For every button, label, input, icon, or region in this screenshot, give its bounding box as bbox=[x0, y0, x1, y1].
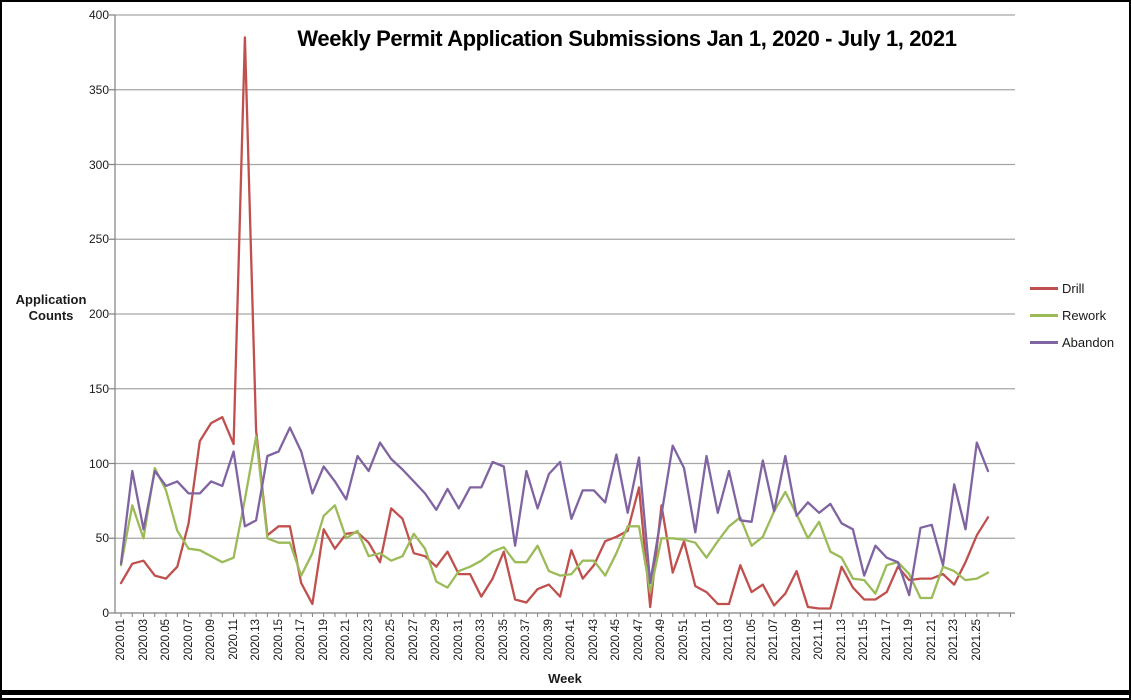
x-tick-label: 2020.35 bbox=[497, 619, 510, 661]
x-tick-label: 2020.21 bbox=[340, 619, 353, 661]
x-tick-label: 2020.03 bbox=[137, 619, 150, 661]
x-axis-title: Week bbox=[548, 671, 582, 686]
x-tick-label: 2021.09 bbox=[790, 619, 803, 661]
x-tick-label: 2020.05 bbox=[160, 619, 173, 661]
x-tick-label: 2020.41 bbox=[565, 619, 578, 661]
x-tick-label: 2020.51 bbox=[678, 619, 690, 661]
y-tick-label: 150 bbox=[88, 381, 109, 396]
legend-label: Rework bbox=[1062, 307, 1107, 323]
x-tick-label: 2021.23 bbox=[948, 619, 961, 661]
x-tick-label: 2020.33 bbox=[475, 619, 488, 661]
x-tick-label: 2020.15 bbox=[272, 619, 285, 661]
x-tick-label: 2021.03 bbox=[723, 619, 736, 661]
x-tick-label: 2020.11 bbox=[227, 619, 240, 660]
x-tick-label: 2021.17 bbox=[880, 619, 893, 661]
series-rework bbox=[119, 435, 990, 600]
y-tick-label: 400 bbox=[88, 8, 109, 22]
drill-line-swatch bbox=[1030, 286, 1058, 290]
x-tick-label: 2021.11 bbox=[813, 619, 826, 660]
y-axis-title: Application Counts bbox=[15, 292, 87, 323]
x-tick-label: 2021.01 bbox=[700, 619, 713, 661]
window-bottom-edge bbox=[2, 690, 1129, 695]
legend-item-drill: Drill bbox=[1030, 280, 1129, 296]
x-tick-label: 2020.37 bbox=[520, 619, 533, 661]
x-tick-label: 2020.19 bbox=[317, 619, 330, 661]
x-tick-label: 2020.43 bbox=[587, 619, 600, 661]
x-tick-label: 2020.29 bbox=[430, 619, 443, 661]
x-tick-label: 2020.07 bbox=[182, 619, 195, 661]
x-tick-label: 2020.45 bbox=[610, 619, 623, 661]
x-tick-label: 2021.15 bbox=[858, 619, 871, 661]
x-tick-label: 2020.25 bbox=[385, 619, 398, 661]
series-abandon bbox=[119, 426, 990, 597]
legend-label: Drill bbox=[1062, 280, 1085, 296]
x-tick-label: 2020.27 bbox=[407, 619, 420, 661]
x-tick-label: 2021.05 bbox=[745, 619, 758, 661]
legend: Drill Rework Abandon bbox=[1030, 280, 1129, 361]
x-tick-label: 2020.17 bbox=[295, 619, 308, 661]
abandon-line-swatch bbox=[1030, 340, 1058, 344]
legend-label: Abandon bbox=[1062, 334, 1115, 350]
x-tick-label: 2020.49 bbox=[655, 619, 668, 661]
legend-item-rework: Rework bbox=[1030, 307, 1129, 323]
x-tick-label: 2020.47 bbox=[632, 619, 645, 661]
y-tick-label: 100 bbox=[88, 456, 109, 471]
x-tick-label: 2020.31 bbox=[452, 619, 465, 661]
legend-item-abandon: Abandon bbox=[1030, 334, 1129, 350]
x-tick-label: 2021.25 bbox=[970, 619, 983, 661]
x-tick-label: 2020.09 bbox=[205, 619, 218, 661]
y-tick-label: 350 bbox=[88, 82, 109, 97]
rework-line-swatch bbox=[1030, 313, 1058, 317]
y-tick-label: 300 bbox=[88, 157, 109, 172]
x-tick-label: 2020.39 bbox=[542, 619, 555, 661]
y-tick-label: 0 bbox=[102, 606, 109, 620]
chart-title: Weekly Permit Application Submissions Ja… bbox=[297, 26, 957, 51]
x-tick-label: 2020.13 bbox=[250, 619, 263, 661]
x-tick-label: 2021.07 bbox=[768, 619, 781, 661]
y-tick-label: 200 bbox=[88, 307, 109, 321]
x-tick-label: 2021.13 bbox=[835, 619, 848, 661]
x-tick-label: 2021.21 bbox=[925, 619, 938, 661]
x-tick-label: 2021.19 bbox=[903, 619, 916, 661]
y-tick-label: 250 bbox=[88, 232, 109, 247]
x-tick-label: 2020.01 bbox=[115, 619, 127, 661]
y-tick-label: 50 bbox=[95, 531, 109, 546]
x-tick-label: 2020.23 bbox=[362, 619, 375, 661]
